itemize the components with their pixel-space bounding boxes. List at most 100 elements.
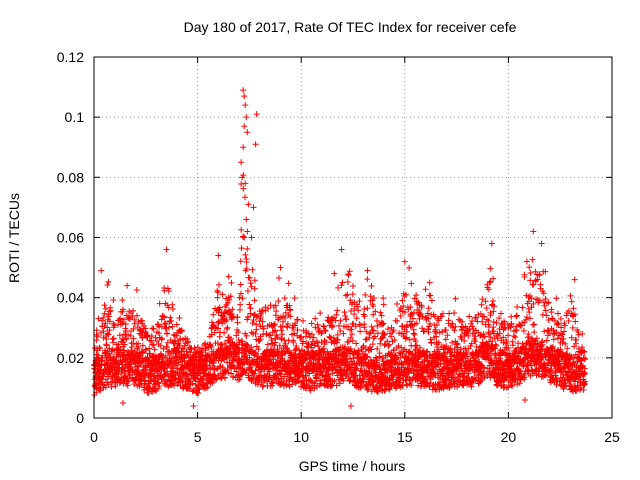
data-point xyxy=(241,194,248,201)
data-point xyxy=(207,366,214,373)
data-point xyxy=(241,93,248,100)
data-point xyxy=(115,341,122,348)
data-point xyxy=(294,377,301,384)
data-point xyxy=(394,317,401,324)
data-point xyxy=(241,234,248,241)
data-point xyxy=(215,281,222,288)
data-point xyxy=(298,334,305,341)
data-point xyxy=(215,289,222,296)
data-point xyxy=(186,385,193,392)
data-point xyxy=(110,339,117,346)
data-point xyxy=(201,369,208,376)
data-point xyxy=(218,341,225,348)
data-point xyxy=(334,336,341,343)
data-point xyxy=(114,368,121,375)
data-point xyxy=(127,361,134,368)
data-point xyxy=(93,327,100,334)
data-point xyxy=(219,291,226,298)
data-point xyxy=(211,329,218,336)
data-point xyxy=(322,327,329,334)
data-point xyxy=(318,330,325,337)
data-point xyxy=(251,297,258,304)
data-point xyxy=(294,316,301,323)
data-point xyxy=(124,282,131,289)
data-point xyxy=(121,341,128,348)
data-point xyxy=(541,328,548,335)
data-point xyxy=(104,330,111,337)
data-point xyxy=(202,366,209,373)
data-point xyxy=(119,320,126,327)
data-point xyxy=(320,323,327,330)
data-point xyxy=(126,315,133,322)
x-tick-label: 0 xyxy=(90,429,98,445)
data-point xyxy=(333,382,340,389)
data-point xyxy=(100,314,107,321)
data-point xyxy=(364,267,371,274)
data-point xyxy=(164,330,171,337)
data-point xyxy=(298,369,305,376)
data-point xyxy=(272,327,279,334)
data-point xyxy=(581,356,588,363)
data-point xyxy=(128,344,135,351)
data-point xyxy=(291,295,298,302)
data-point xyxy=(279,318,286,325)
data-point xyxy=(228,279,235,286)
data-point xyxy=(553,295,560,302)
data-point xyxy=(275,275,282,282)
data-point xyxy=(490,318,497,325)
data-point xyxy=(525,305,532,312)
data-point xyxy=(338,282,345,289)
data-point xyxy=(248,283,255,290)
x-axis-label: GPS time / hours xyxy=(299,458,406,474)
data-point xyxy=(156,383,163,390)
data-point xyxy=(144,333,151,340)
data-point xyxy=(141,322,148,329)
data-point xyxy=(530,228,537,235)
data-point xyxy=(103,342,110,349)
data-point xyxy=(148,337,155,344)
data-point xyxy=(269,382,276,389)
data-point xyxy=(287,306,294,313)
data-point xyxy=(167,351,174,358)
data-point xyxy=(314,321,321,328)
data-point xyxy=(194,344,201,351)
data-point xyxy=(123,336,130,343)
data-point xyxy=(224,299,231,306)
data-point xyxy=(177,382,184,389)
data-point xyxy=(342,292,349,299)
data-point xyxy=(342,312,349,319)
data-point xyxy=(227,293,234,300)
data-point xyxy=(490,308,497,315)
data-point xyxy=(210,311,217,318)
data-point xyxy=(216,304,223,311)
data-point xyxy=(246,274,253,281)
data-point xyxy=(219,364,226,371)
data-point xyxy=(165,288,172,295)
data-point xyxy=(124,382,131,389)
data-point xyxy=(161,321,168,328)
data-point xyxy=(267,360,274,367)
data-point xyxy=(188,346,195,353)
data-point xyxy=(426,279,433,286)
data-point xyxy=(227,335,234,342)
data-point xyxy=(278,327,285,334)
data-point xyxy=(344,291,351,298)
y-tick-label: 0.04 xyxy=(57,290,84,306)
data-point xyxy=(105,331,112,338)
data-point xyxy=(425,305,432,312)
data-point xyxy=(205,351,212,358)
data-point xyxy=(253,111,260,118)
data-point xyxy=(235,329,242,336)
data-point xyxy=(149,325,156,332)
data-point xyxy=(237,281,244,288)
data-point xyxy=(250,204,257,211)
data-point xyxy=(258,379,265,386)
data-point xyxy=(259,383,266,390)
data-point xyxy=(238,181,245,188)
data-point xyxy=(146,345,153,352)
data-point xyxy=(154,385,161,392)
data-point xyxy=(243,265,250,272)
data-point xyxy=(133,287,140,294)
data-point xyxy=(253,343,260,350)
data-point xyxy=(530,321,537,328)
